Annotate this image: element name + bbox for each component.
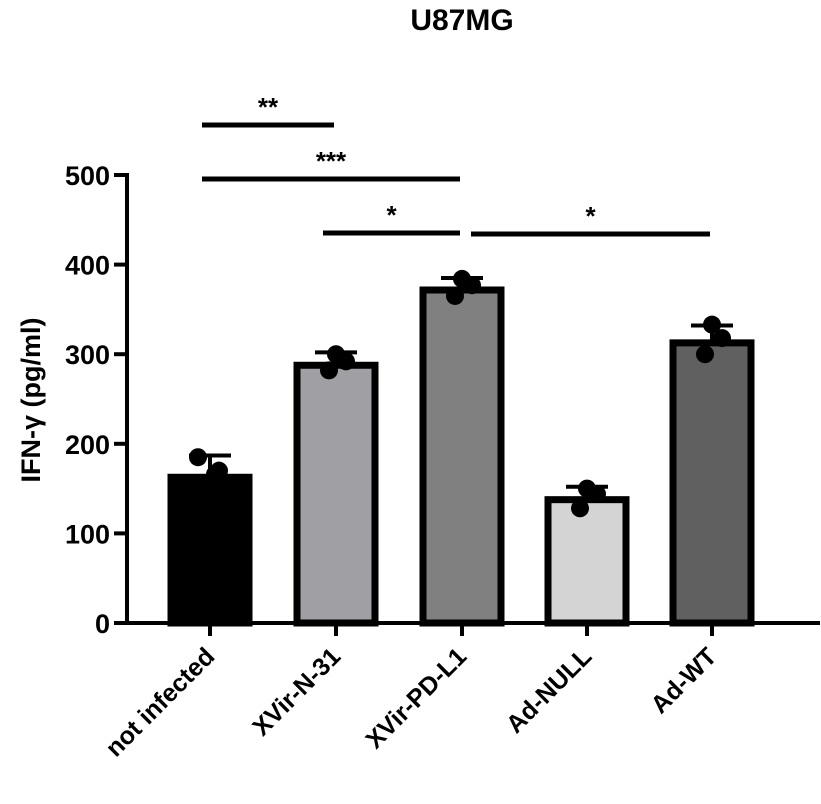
data-point [189, 448, 207, 467]
data-point [320, 361, 338, 380]
y-tick-label: 400 [65, 251, 110, 281]
bar-group [544, 479, 630, 627]
x-tick-label: Ad-NULL [501, 642, 597, 738]
y-tick-label: 100 [65, 519, 110, 549]
significance-brackets: ****** * [202, 92, 710, 237]
significance-stars: * [585, 201, 596, 231]
data-point [588, 484, 606, 503]
y-tick-label: 200 [65, 430, 110, 460]
bar [669, 339, 755, 627]
x-tick-label: XVir-PD-L1 [360, 642, 472, 754]
y-axis: 0 100 200 300 400 500 [65, 161, 129, 639]
data-point [571, 499, 589, 518]
data-point [703, 315, 721, 334]
x-axis: not infected XVir-N-31 XVir-PD-L1 Ad-NULL Ad… [100, 621, 820, 762]
bars [167, 269, 755, 627]
data-point [696, 345, 714, 364]
bar-group [293, 345, 379, 627]
significance-bracket: *** [202, 146, 460, 182]
y-tick-label: 0 [95, 609, 110, 639]
y-tick-label: 500 [65, 161, 110, 191]
significance-bracket: * [323, 200, 460, 236]
data-point [463, 276, 481, 295]
significance-stars: * [386, 200, 397, 230]
bar-group [669, 315, 755, 627]
bar [167, 473, 253, 627]
bar [419, 286, 505, 627]
bar-group [419, 269, 505, 627]
data-point [713, 329, 731, 348]
x-tick-label: not infected [100, 642, 220, 762]
data-point [337, 352, 355, 371]
data-point [206, 465, 224, 484]
bar [544, 496, 630, 627]
y-axis-label: IFN-γ (pg/ml) [16, 318, 46, 483]
chart-title: U87MG [410, 4, 513, 37]
significance-bracket: * [471, 201, 710, 237]
significance-stars: *** [316, 146, 347, 176]
bar-group [167, 448, 253, 627]
x-tick-label: Ad-WT [645, 642, 722, 719]
bar [293, 361, 379, 627]
data-point [446, 286, 464, 305]
x-tick-label: XVir-N-31 [247, 642, 346, 741]
significance-bracket: ** [202, 92, 334, 128]
y-tick-label: 300 [65, 340, 110, 370]
significance-stars: ** [258, 92, 279, 122]
